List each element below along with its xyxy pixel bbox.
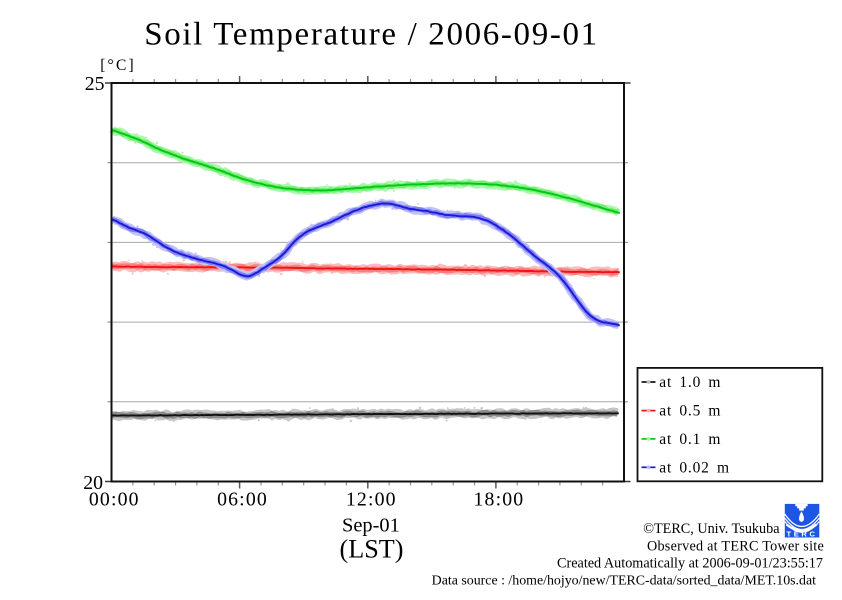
svg-text:Soil Temperature / 2006-09-01: Soil Temperature / 2006-09-01 bbox=[144, 17, 599, 53]
svg-text:[°C]: [°C] bbox=[100, 57, 136, 74]
svg-text:at 0.1 m: at 0.1 m bbox=[659, 431, 721, 448]
svg-text:20: 20 bbox=[83, 472, 103, 494]
svg-text:at 0.02 m: at 0.02 m bbox=[659, 459, 730, 476]
svg-text:TERC: TERC bbox=[786, 530, 817, 539]
svg-text:12:00: 12:00 bbox=[346, 488, 397, 510]
svg-text:Data source : /home/hojyo/new/: Data source : /home/hojyo/new/TERC-data/… bbox=[432, 573, 816, 588]
svg-text:(LST): (LST) bbox=[340, 535, 404, 564]
svg-text:Observed at TERC Tower site: Observed at TERC Tower site bbox=[647, 538, 824, 554]
svg-text:25: 25 bbox=[85, 73, 105, 95]
svg-text:at 0.5 m: at 0.5 m bbox=[659, 403, 721, 420]
svg-text:06:00: 06:00 bbox=[217, 488, 268, 510]
svg-text:Created Automatically at 2006-: Created Automatically at 2006-09-01/23:5… bbox=[557, 555, 823, 571]
svg-text:Sep-01: Sep-01 bbox=[342, 515, 400, 537]
svg-text:©TERC, Univ. Tsukuba: ©TERC, Univ. Tsukuba bbox=[643, 521, 780, 537]
svg-text:18:00: 18:00 bbox=[473, 488, 524, 510]
svg-text:at 1.0 m: at 1.0 m bbox=[659, 374, 721, 391]
svg-text:00:00: 00:00 bbox=[89, 488, 140, 510]
